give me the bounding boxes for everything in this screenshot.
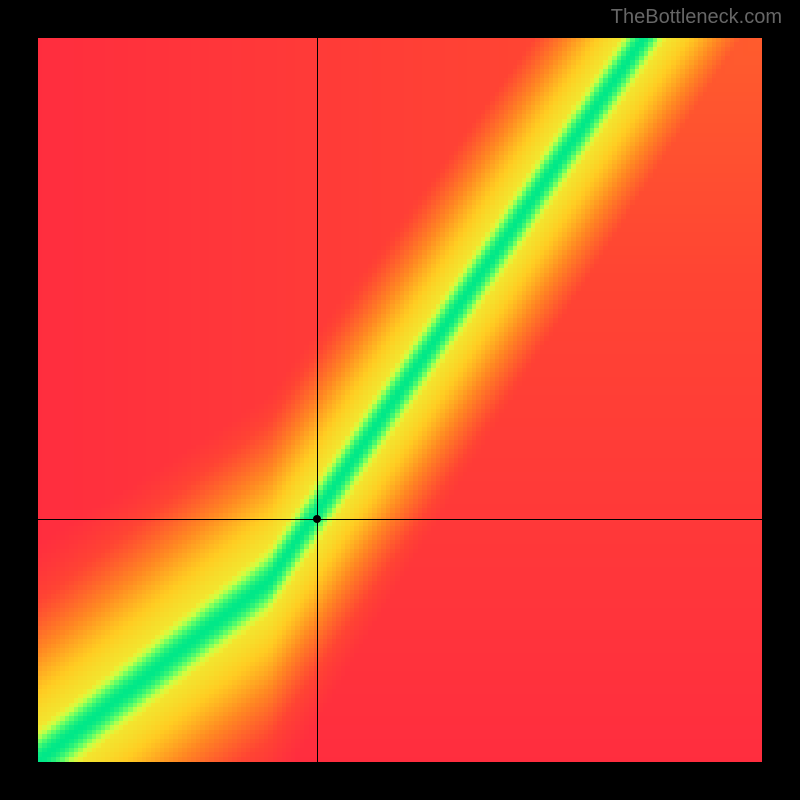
crosshair-vertical	[317, 38, 318, 762]
watermark-text: TheBottleneck.com	[611, 6, 782, 29]
heatmap-plot	[38, 38, 762, 762]
heatmap-canvas	[38, 38, 762, 762]
crosshair-horizontal	[38, 519, 762, 520]
crosshair-marker	[313, 515, 321, 523]
chart-container: TheBottleneck.com	[0, 0, 800, 800]
